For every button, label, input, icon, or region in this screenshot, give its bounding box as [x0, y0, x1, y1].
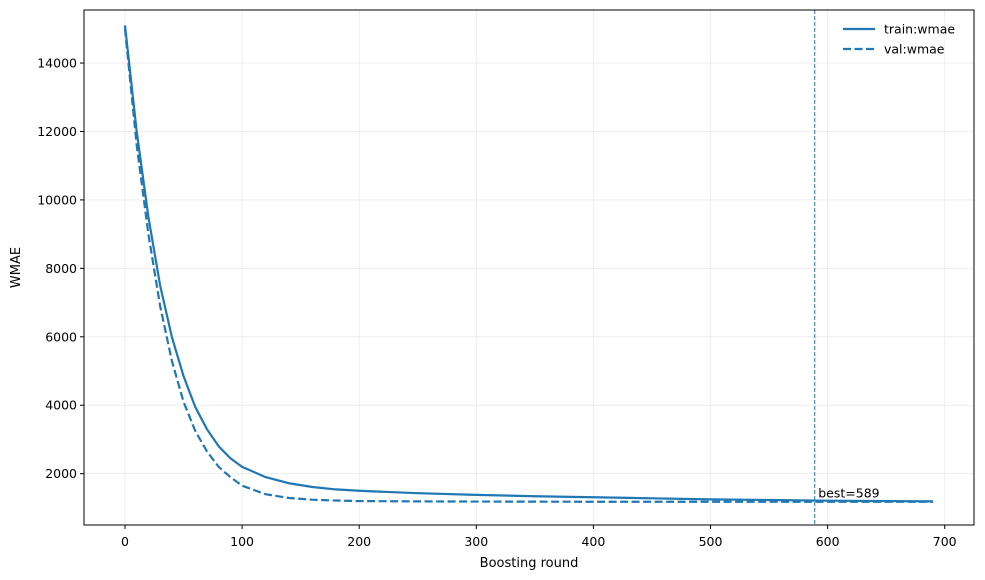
annotations-group: best=589: [814, 10, 880, 525]
x-tick-label: 200: [347, 534, 371, 549]
x-tick-label: 100: [230, 534, 254, 549]
best-round-label: best=589: [818, 486, 879, 501]
grid: [84, 10, 974, 525]
x-tick-label: 300: [464, 534, 488, 549]
x-tick-label: 700: [933, 534, 957, 549]
x-tick-label: 0: [121, 534, 129, 549]
x-tick-label: 400: [581, 534, 605, 549]
y-axis-label: WMAE: [9, 247, 24, 288]
legend-label-val: val:wmae: [884, 42, 945, 57]
y-tick-label: 10000: [37, 192, 77, 207]
x-tick-label: 500: [699, 534, 723, 549]
series-line-val: [123, 28, 934, 503]
x-tick-label: 600: [816, 534, 840, 549]
y-tick-label: 14000: [37, 56, 77, 71]
y-tick-label: 2000: [45, 466, 77, 481]
legend: train:wmae val:wmae: [843, 22, 955, 57]
series-line-train: [123, 25, 934, 503]
y-tick-label: 4000: [45, 398, 77, 413]
ticks-group: 0 100 200 300 400 500 600 700 2000 4000 6000 8000 10…: [37, 56, 956, 549]
y-tick-label: 6000: [45, 329, 77, 344]
x-axis-label: Boosting round: [480, 556, 579, 571]
y-tick-label: 12000: [37, 124, 77, 139]
y-tick-label: 8000: [45, 261, 77, 276]
plot-frame: [83, 9, 975, 526]
series-group: [123, 25, 934, 503]
legend-label-train: train:wmae: [884, 22, 955, 37]
